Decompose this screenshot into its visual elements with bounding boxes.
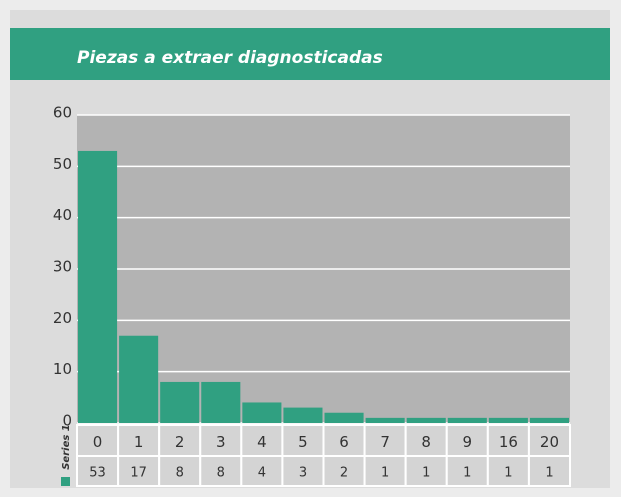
data-label: 4 — [258, 466, 266, 481]
table-cell — [322, 455, 366, 487]
table-cell — [527, 455, 572, 487]
data-label: 8 — [176, 466, 184, 481]
table-cell — [199, 455, 243, 487]
bar — [324, 412, 364, 423]
x-tick-label: 2 — [175, 433, 185, 451]
bar — [78, 150, 118, 423]
bar — [242, 402, 282, 423]
chart-title: Piezas a extraer diagnosticadas — [77, 48, 383, 68]
bar — [160, 381, 200, 423]
data-label: 1 — [504, 466, 512, 481]
header-band — [10, 28, 610, 80]
x-tick-label: 3 — [216, 433, 226, 451]
data-label: 8 — [217, 466, 225, 481]
bar — [529, 417, 569, 423]
legend-swatch — [61, 477, 70, 486]
data-label: 53 — [89, 466, 106, 481]
table-cell — [117, 455, 161, 487]
x-tick-label: 6 — [339, 433, 349, 451]
bar — [283, 407, 323, 423]
table-cell — [281, 455, 325, 487]
table-cell — [363, 455, 407, 487]
data-label: 3 — [299, 466, 307, 481]
table-cell — [158, 455, 202, 487]
bar — [201, 381, 241, 423]
x-tick-label: 9 — [463, 433, 473, 451]
y-tick-label: 40 — [53, 206, 72, 224]
x-tick-label: 7 — [380, 433, 390, 451]
x-tick-label: 0 — [93, 433, 103, 451]
x-tick-label: 20 — [540, 433, 559, 451]
y-tick-label: 60 — [53, 104, 72, 122]
x-tick-label: 4 — [257, 433, 267, 451]
x-tick-label: 16 — [499, 433, 518, 451]
y-tick-label: 30 — [53, 258, 72, 276]
data-label: 17 — [130, 466, 147, 481]
table-cell — [240, 455, 284, 487]
y-tick-label: 0 — [62, 412, 72, 430]
bar — [488, 417, 528, 423]
y-tick-label: 10 — [53, 360, 72, 378]
x-tick-label: 1 — [134, 433, 144, 451]
data-label: 1 — [545, 466, 553, 481]
bar — [447, 417, 487, 423]
data-label: 1 — [463, 466, 471, 481]
y-tick-label: 50 — [53, 155, 72, 173]
table-cell — [117, 424, 161, 457]
data-label: 1 — [381, 466, 389, 481]
y-tick-label: 20 — [53, 309, 72, 327]
bar — [365, 417, 405, 423]
legend-label: Series 1 — [61, 424, 72, 470]
bar — [119, 335, 159, 423]
table-cell — [240, 424, 284, 457]
data-label: 2 — [340, 466, 348, 481]
bar — [406, 417, 446, 423]
x-tick-label: 5 — [298, 433, 308, 451]
data-label: 1 — [422, 466, 430, 481]
x-tick-label: 8 — [421, 433, 431, 451]
